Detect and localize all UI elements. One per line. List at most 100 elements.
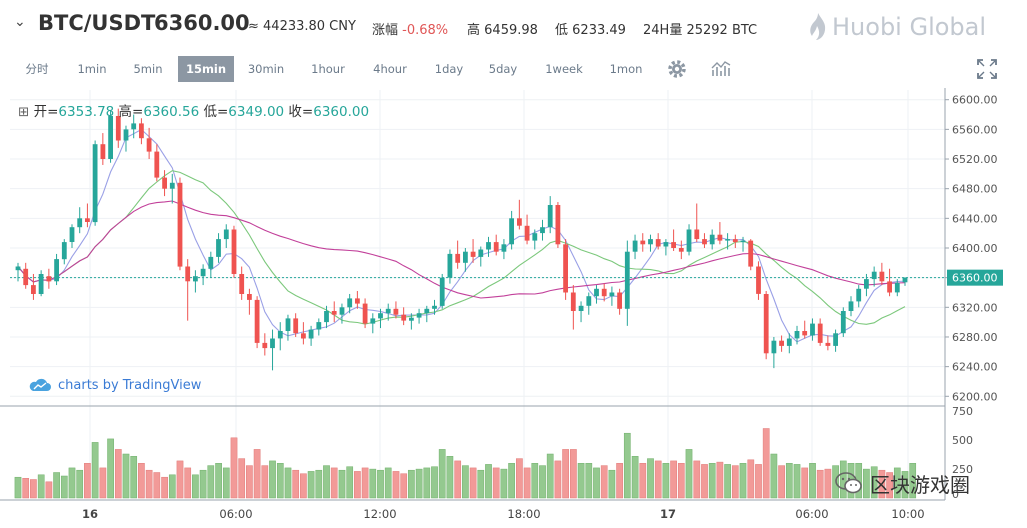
- timeframe-30min[interactable]: 30min: [247, 62, 285, 76]
- timeframe-1mon[interactable]: 1mon: [609, 62, 643, 76]
- change-stat: 涨幅 -0.68%: [372, 19, 448, 38]
- volume-bar: [153, 472, 161, 499]
- volume-bar: [53, 472, 60, 499]
- pair-symbol[interactable]: BTC/USDT: [38, 11, 156, 35]
- candle-body: [77, 218, 83, 228]
- gear-icon[interactable]: [664, 56, 690, 82]
- volume-bar: [523, 467, 531, 499]
- volume-bar: [238, 458, 246, 499]
- candle-body: [409, 317, 414, 321]
- volume-bar: [454, 460, 462, 499]
- volume-tick-label: 750: [952, 405, 973, 418]
- volume-bar: [909, 463, 917, 499]
- change-label: 涨幅: [372, 23, 399, 38]
- timeframe-1hour[interactable]: 1hour: [311, 62, 345, 76]
- volume-24h-stat: 24H量 25292 BTC: [643, 19, 757, 38]
- volume-bar: [37, 474, 45, 499]
- candle-body: [717, 234, 723, 241]
- candlestick-chart[interactable]: 6600.00 6560.00 6520.00 6480.00 6440.00 6400.…: [0, 88, 1027, 528]
- volume-bar: [384, 467, 392, 499]
- candle-body: [825, 342, 831, 346]
- candle-body: [563, 244, 568, 293]
- timeframe-1week[interactable]: 1week: [545, 62, 583, 76]
- volume-bar: [184, 467, 192, 499]
- volume-bar: [662, 463, 670, 499]
- axes: 6600.00 6560.00 6520.00 6480.00 6440.00 6400.…: [82, 94, 1003, 521]
- legend-toggle-icon[interactable]: ⊞: [18, 104, 30, 120]
- time-tick-label: 10:00: [891, 507, 924, 521]
- candle-body: [200, 268, 206, 277]
- candle-body: [763, 294, 769, 354]
- candle-body: [547, 205, 553, 228]
- timeframe-5min[interactable]: 5min: [133, 62, 163, 76]
- timeframe-realtime[interactable]: 分时: [25, 62, 49, 76]
- volume-bar: [785, 463, 793, 499]
- volume-bar: [893, 467, 901, 499]
- volume-bar: [446, 456, 454, 499]
- candle-body: [393, 308, 399, 315]
- volume-bar: [886, 472, 893, 499]
- volume-bar: [199, 469, 207, 499]
- time-tick-label: 18:00: [507, 507, 540, 521]
- ma-line-2: [17, 200, 906, 299]
- volume-bar: [670, 460, 677, 499]
- volume-bar: [878, 469, 886, 499]
- candle-body: [663, 242, 669, 247]
- candle-body: [902, 277, 908, 283]
- fullscreen-icon[interactable]: [974, 56, 1000, 82]
- candle-body: [524, 225, 530, 241]
- timeframe-1day[interactable]: 1day: [434, 62, 464, 76]
- volume-bar: [600, 465, 608, 499]
- volume-bar: [323, 465, 330, 499]
- volume-bar: [292, 469, 300, 499]
- candle-body: [617, 292, 622, 309]
- volume-bar: [45, 481, 53, 499]
- candle-body: [624, 251, 630, 309]
- candle-body: [108, 116, 113, 159]
- low-label: 低: [555, 23, 569, 38]
- candle-body: [185, 266, 191, 282]
- volume-bar: [863, 468, 870, 499]
- candle-body: [385, 308, 391, 314]
- candle-body: [810, 323, 815, 336]
- price-tick-label: 6560.00: [952, 123, 998, 136]
- candle-body: [92, 144, 98, 223]
- candle-body: [894, 282, 900, 293]
- volume-tick-label: 250: [952, 463, 973, 476]
- timeframe-4hour[interactable]: 4hour: [373, 62, 407, 76]
- candle-body: [293, 318, 299, 334]
- indicators-icon[interactable]: [708, 56, 734, 82]
- watermark-text: 区块游戏圈: [870, 472, 970, 497]
- time-tick-label: 16: [82, 507, 98, 521]
- candle-body: [177, 182, 183, 267]
- volume-bar: [500, 468, 508, 499]
- chevron-down-icon[interactable]: ⌄: [14, 14, 26, 30]
- candle-body: [139, 123, 144, 139]
- candle-body: [802, 331, 808, 336]
- volume-bar: [654, 460, 662, 499]
- candle-body: [609, 292, 615, 297]
- volume-bar: [693, 460, 701, 499]
- volume-bar: [793, 464, 801, 499]
- ma-line-1: [17, 170, 906, 325]
- candle-body: [887, 281, 892, 293]
- low-label: 低: [203, 104, 217, 120]
- timeframe-15min[interactable]: 15min: [178, 56, 234, 82]
- timeframe-1min[interactable]: 1min: [77, 62, 107, 76]
- candle-body: [61, 242, 67, 260]
- candle-body: [678, 248, 684, 252]
- volume-bar: [168, 474, 176, 499]
- volume-bar: [809, 463, 816, 499]
- volume-bar: [431, 466, 438, 499]
- ohlc-legend: ⊞ 开=6353.78 高=6360.56 低=6349.00 收=6360.0…: [18, 104, 370, 120]
- candle-body: [794, 331, 800, 339]
- tradingview-attribution[interactable]: charts by TradingView: [28, 377, 201, 393]
- volume-bar: [30, 479, 37, 499]
- candle-body: [725, 239, 730, 241]
- timeframe-5day[interactable]: 5day: [488, 62, 518, 76]
- price-tick-label: 6320.00: [952, 301, 998, 314]
- candle-body: [231, 229, 237, 274]
- high-stat: 高 6459.98: [467, 19, 538, 38]
- volume-bar: [415, 468, 423, 499]
- candle-body: [864, 279, 869, 289]
